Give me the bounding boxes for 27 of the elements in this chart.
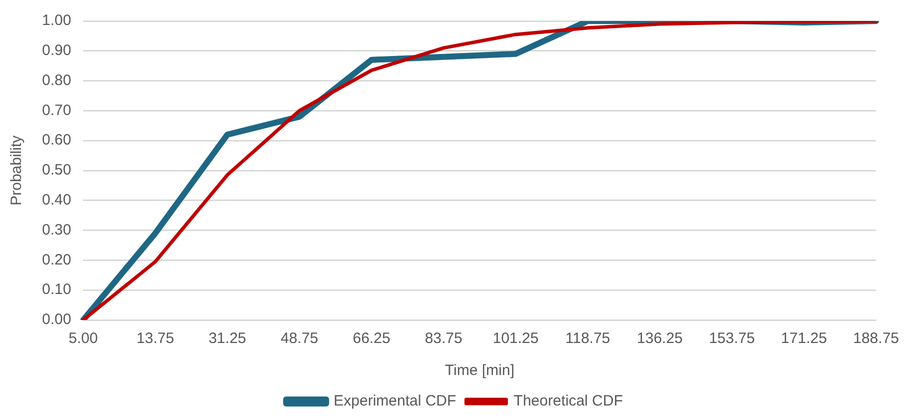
x-tick-label: 13.75 (136, 330, 174, 348)
legend-label: Experimental CDF (334, 392, 456, 410)
x-tick-label: 83.75 (424, 330, 462, 348)
x-tick-label: 31.25 (208, 330, 246, 348)
y-tick-label: 0.90 (42, 42, 72, 60)
y-axis-title: Probability (8, 134, 26, 206)
y-tick-label: 0.50 (42, 162, 72, 179)
y-tick-label: 0.30 (42, 221, 72, 238)
y-tick-label: 0.10 (42, 281, 72, 298)
x-tick-label: 136.25 (636, 330, 683, 348)
y-tick-label: 0.20 (42, 251, 72, 268)
y-tick-label: 0.40 (42, 192, 72, 209)
y-tick-label: 0.00 (42, 311, 72, 328)
y-tick-label: 0.80 (42, 72, 72, 89)
legend-label: Theoretical CDF (514, 392, 623, 410)
y-tick-label: 0.70 (42, 102, 72, 119)
x-tick-label: 171.25 (781, 330, 827, 348)
x-tick-label: 101.25 (492, 330, 539, 348)
x-axis-title: Time [min] (444, 362, 514, 380)
x-tick-label: 5.00 (68, 330, 98, 348)
x-tick-label: 153.75 (708, 330, 755, 348)
x-tick-label: 118.75 (565, 330, 610, 348)
y-tick-label: 1.00 (42, 12, 72, 30)
x-tick-label: 66.25 (352, 330, 390, 348)
y-tick-label: 0.60 (42, 132, 72, 149)
x-tick-label: 188.75 (853, 330, 900, 348)
x-tick-label: 48.75 (280, 330, 318, 348)
